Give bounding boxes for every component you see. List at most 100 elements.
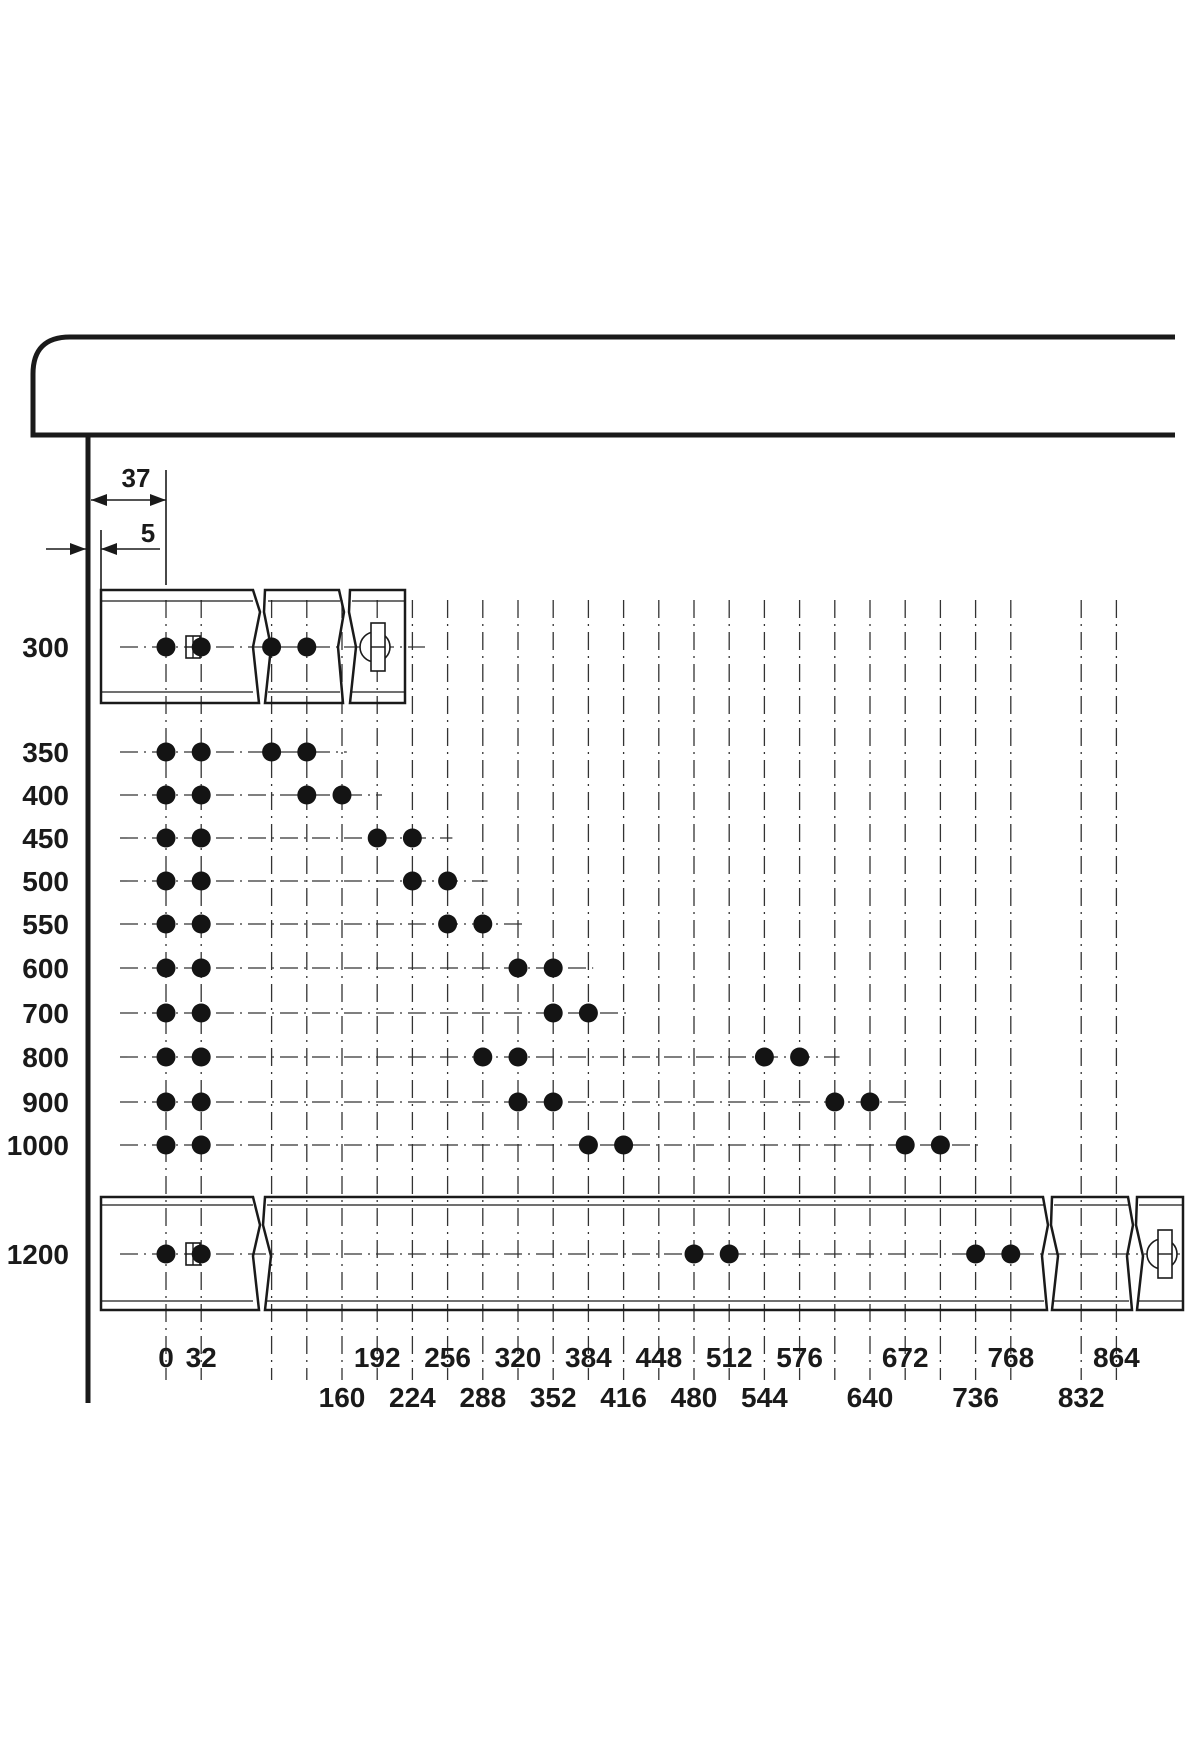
drill-hole [473,1047,493,1067]
drill-hole [332,785,352,805]
dimension-5-label: 5 [141,518,155,548]
scale-label-bottom: 544 [741,1382,788,1413]
scale-label-top: 192 [354,1342,401,1373]
drill-hole [790,1047,810,1067]
drill-hole [367,828,387,848]
row-length-label: 1000 [7,1130,69,1161]
scale-label-bottom: 288 [459,1382,506,1413]
drill-hole [191,1244,211,1264]
drill-hole [191,914,211,934]
scale-label-top: 256 [424,1342,471,1373]
drill-hole [156,828,176,848]
drill-hole [156,785,176,805]
row-length-label: 800 [22,1042,69,1073]
scale-label-top: 672 [882,1342,929,1373]
drill-hole [156,742,176,762]
row-length-label: 600 [22,953,69,984]
drill-hole [825,1092,845,1112]
drill-hole [191,637,211,657]
drill-hole [191,785,211,805]
scale-label-top: 512 [706,1342,753,1373]
drill-hole [156,637,176,657]
rail-300 [99,588,407,705]
drill-hole [508,958,528,978]
scale-label-top: 768 [987,1342,1034,1373]
scale-label-bottom: 480 [671,1382,718,1413]
drill-hole [578,1003,598,1023]
scale-label-bottom: 832 [1058,1382,1105,1413]
drill-hole [156,958,176,978]
drill-hole [508,1047,528,1067]
drill-hole [754,1047,774,1067]
drill-hole [191,1003,211,1023]
drill-hole [930,1135,950,1155]
scale-label-bottom: 160 [319,1382,366,1413]
drill-hole [402,871,422,891]
scale-label-bottom: 736 [952,1382,999,1413]
drill-hole [438,914,458,934]
drill-hole [191,1047,211,1067]
drill-hole [262,637,282,657]
connector-icon [359,622,391,672]
drill-hole [438,871,458,891]
row-length-label: 350 [22,737,69,768]
drill-hole [191,958,211,978]
drill-hole [578,1135,598,1155]
dimension-annotations: 37 5 [46,463,167,590]
scale-label-top: 32 [186,1342,217,1373]
drill-hole [966,1244,986,1264]
scale-label-top: 864 [1093,1342,1140,1373]
drill-hole [402,828,422,848]
row-length-label: 1200 [7,1239,69,1270]
drill-hole [156,1092,176,1112]
scale-label-bottom: 352 [530,1382,577,1413]
drill-hole [156,1244,176,1264]
drill-hole [684,1244,704,1264]
cabinet-top-panel [30,334,1175,438]
drill-hole [543,1003,563,1023]
drill-hole [297,637,317,657]
drill-hole [191,1092,211,1112]
scale-label-top: 0 [158,1342,174,1373]
row-length-label: 550 [22,909,69,940]
scale-label-top: 576 [776,1342,823,1373]
drill-hole [719,1244,739,1264]
scale-label-top: 448 [635,1342,682,1373]
drill-hole [156,914,176,934]
drill-hole [297,785,317,805]
row-length-label: 300 [22,632,69,663]
connector-icon [1146,1229,1178,1279]
drill-hole [191,1135,211,1155]
row-length-label: 500 [22,866,69,897]
drill-hole [895,1135,915,1155]
scale-label-top: 384 [565,1342,612,1373]
scale-label-bottom: 416 [600,1382,647,1413]
scale-label-top: 320 [495,1342,542,1373]
dimension-37-label: 37 [122,463,151,493]
drill-hole [508,1092,528,1112]
scale-label-bottom: 224 [389,1382,436,1413]
scale-label-bottom: 640 [847,1382,894,1413]
drill-hole [262,742,282,762]
drill-hole [156,1135,176,1155]
drill-hole [614,1135,634,1155]
drill-hole [191,871,211,891]
drill-hole [156,1003,176,1023]
drill-hole [543,1092,563,1112]
hole-position-scale: 0321922563203844485125766727688641056160… [158,1342,1140,1413]
drill-hole [156,1047,176,1067]
drill-hole [191,742,211,762]
drill-hole [191,828,211,848]
drill-hole [473,914,493,934]
drill-hole [297,742,317,762]
row-length-label: 900 [22,1087,69,1118]
row-length-label: 400 [22,780,69,811]
drill-hole [1001,1244,1021,1264]
center-lines [120,600,1180,1380]
row-length-label: 700 [22,998,69,1029]
drill-hole [860,1092,880,1112]
drill-hole [543,958,563,978]
drill-holes [156,637,1021,1264]
row-length-labels: 300 350 400 450 500 550 600 700 800 900 1000 1200 [7,632,69,1270]
